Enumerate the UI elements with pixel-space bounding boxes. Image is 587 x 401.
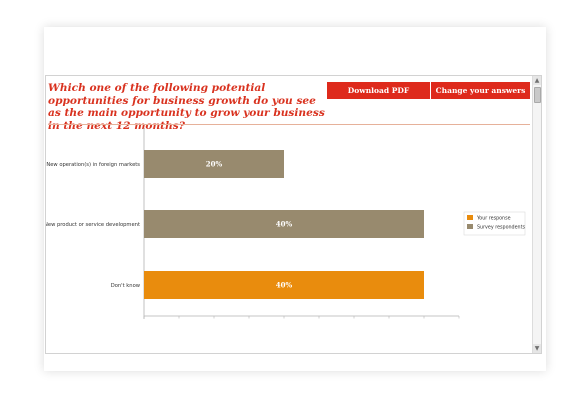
legend-label: Survey respondents xyxy=(477,225,525,231)
vertical-scrollbar[interactable]: ▲ ▼ xyxy=(532,76,541,353)
bar xyxy=(144,271,424,299)
bar xyxy=(144,210,424,238)
survey-card: Which one of the following potential opp… xyxy=(44,27,546,371)
legend-label: Your response xyxy=(476,216,511,222)
category-label: New product or service development xyxy=(46,222,140,228)
bar-value-label: 40% xyxy=(276,281,293,290)
legend-swatch xyxy=(467,224,473,229)
header-divider xyxy=(48,124,530,125)
bar-value-label: 40% xyxy=(276,220,293,229)
survey-frame: Which one of the following potential opp… xyxy=(45,75,542,354)
bar-chart: New operation(s) in foreign markets 20% Ne… xyxy=(46,128,526,319)
change-answers-button[interactable]: Change your answers xyxy=(431,82,530,99)
chart-legend: Your response Survey respondents xyxy=(463,211,526,236)
scroll-down-icon[interactable]: ▼ xyxy=(533,344,541,353)
download-pdf-button[interactable]: Download PDF xyxy=(327,82,430,99)
category-label: Don't know xyxy=(111,283,141,289)
question-title: Which one of the following potential opp… xyxy=(48,82,325,132)
scroll-up-icon[interactable]: ▲ xyxy=(533,76,541,85)
bar-value-label: 20% xyxy=(206,160,223,169)
scroll-thumb[interactable] xyxy=(534,87,541,103)
legend-box xyxy=(463,211,526,236)
chart-bars: New operation(s) in foreign markets 20% Ne… xyxy=(46,150,424,299)
bar xyxy=(144,150,284,178)
legend-swatch xyxy=(467,215,473,220)
category-label: New operation(s) in foreign markets xyxy=(46,162,140,168)
